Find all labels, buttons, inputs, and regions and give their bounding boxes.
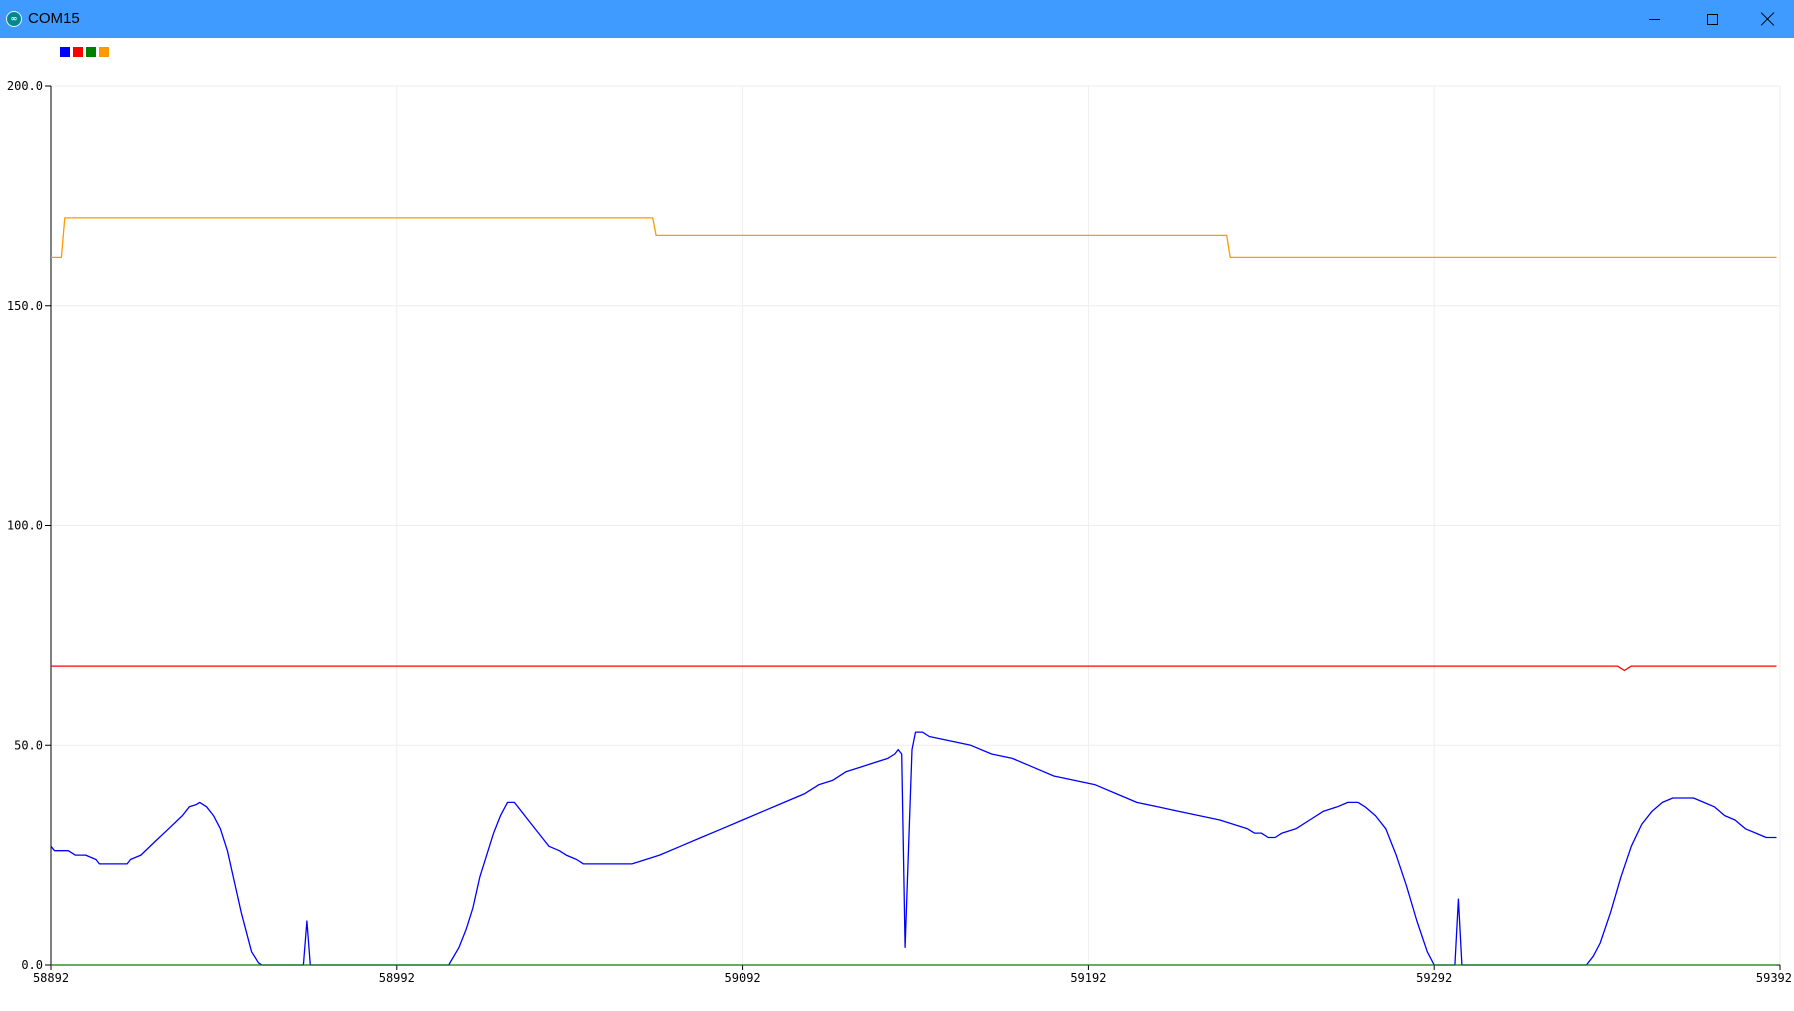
close-icon (1761, 12, 1775, 26)
x-tick-label: 58892 (33, 971, 69, 985)
y-tick-label: 0.0 (21, 958, 43, 972)
maximize-icon (1706, 13, 1718, 25)
legend-swatch[interactable] (60, 47, 70, 57)
maximize-button[interactable] (1683, 0, 1741, 38)
x-tick-label: 59092 (725, 971, 761, 985)
series-line (51, 217, 1777, 259)
legend-swatch[interactable] (73, 47, 83, 57)
minimize-button[interactable] (1625, 0, 1683, 38)
y-tick-label: 50.0 (14, 738, 43, 752)
serial-plot: 0.0 50.0 100.0 150.0 200.0 58892 58992 59092 591… (7, 79, 1792, 985)
legend-swatch[interactable] (99, 47, 109, 57)
series-line (51, 665, 1777, 672)
x-tick-label: 59392 (1756, 971, 1792, 985)
x-tick-label: 59192 (1070, 971, 1106, 985)
legend-swatch[interactable] (86, 47, 96, 57)
plot-axes (45, 85, 1781, 970)
close-button[interactable] (1741, 0, 1794, 38)
x-tick-label: 59292 (1416, 971, 1452, 985)
arduino-infinity-icon: ∞ (6, 11, 22, 27)
legend (60, 47, 109, 57)
y-tick-label: 150.0 (7, 299, 43, 313)
y-tick-label: 100.0 (7, 519, 43, 533)
plot-tick-labels: 0.0 50.0 100.0 150.0 200.0 58892 58992 59092 591… (7, 79, 1792, 985)
y-tick-label: 200.0 (7, 79, 43, 93)
x-tick-label: 58992 (379, 971, 415, 985)
app-icon-glyph: ∞ (7, 12, 21, 26)
window-title: COM15 (28, 10, 80, 27)
minimize-icon (1648, 18, 1660, 20)
series-line (50, 731, 1777, 966)
title-bar[interactable]: ∞ COM15 (0, 0, 1794, 38)
plot-series (50, 217, 1777, 966)
